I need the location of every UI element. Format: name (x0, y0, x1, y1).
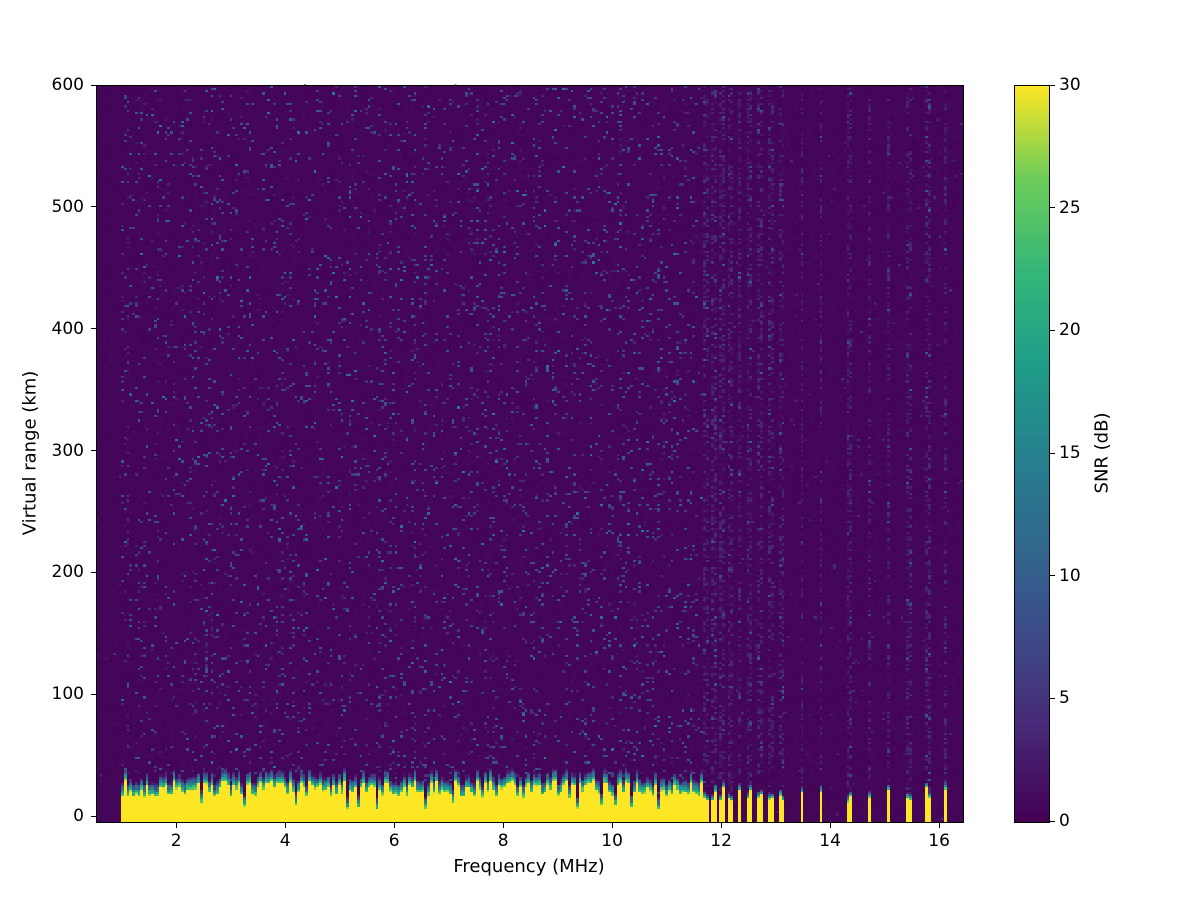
colorbar-tick-label: 30 (1059, 75, 1081, 95)
y-tick-mark (91, 84, 96, 86)
colorbar-tick-label: 5 (1059, 688, 1070, 709)
x-tick-mark (175, 823, 177, 828)
colorbar-tick-mark (1050, 697, 1055, 699)
y-tick-label: 200 (51, 562, 84, 583)
colorbar-tick-mark (1050, 575, 1055, 577)
colorbar-tick-label: 0 (1059, 811, 1070, 831)
x-tick-mark (829, 823, 831, 828)
colorbar-canvas (1015, 86, 1049, 822)
x-tick-label: 6 (388, 831, 400, 851)
y-tick-label: 500 (51, 196, 84, 217)
x-tick-mark (611, 823, 613, 828)
x-tick-label: 10 (601, 831, 623, 851)
colorbar-tick-label: 25 (1059, 197, 1081, 218)
colorbar-tick-mark (1050, 84, 1055, 86)
y-tick-label: 400 (51, 318, 84, 339)
x-axis-label: Frequency (MHz) (453, 856, 605, 877)
colorbar-tick-mark (1050, 329, 1055, 331)
y-tick-label: 300 (51, 440, 84, 461)
colorbar-tick-label: 20 (1059, 320, 1081, 341)
colorbar-tick-label: 15 (1059, 443, 1081, 463)
plot-area (96, 85, 964, 823)
x-tick-label: 8 (497, 831, 509, 851)
x-tick-mark (502, 823, 504, 828)
y-tick-label: 600 (51, 75, 84, 95)
colorbar-tick-mark (1050, 820, 1055, 822)
y-tick-mark (91, 693, 96, 695)
x-tick-label: 14 (819, 831, 841, 851)
y-tick-label: 0 (73, 806, 84, 827)
colorbar-tick-label: 10 (1059, 565, 1081, 586)
y-tick-mark (91, 571, 96, 573)
y-tick-mark (91, 815, 96, 817)
x-tick-mark (938, 823, 940, 828)
x-tick-label: 16 (928, 831, 950, 851)
x-tick-label: 2 (170, 831, 182, 851)
y-tick-mark (91, 450, 96, 452)
x-tick-label: 12 (710, 831, 732, 851)
y-tick-mark (91, 206, 96, 208)
x-tick-label: 4 (279, 831, 291, 851)
heatmap-canvas (97, 86, 963, 822)
colorbar (1014, 85, 1050, 823)
x-tick-mark (393, 823, 395, 828)
y-tick-mark (91, 328, 96, 330)
colorbar-tick-mark (1050, 452, 1055, 454)
x-tick-mark (284, 823, 286, 828)
colorbar-tick-mark (1050, 207, 1055, 209)
x-tick-mark (720, 823, 722, 828)
y-tick-label: 100 (51, 684, 84, 705)
colorbar-label: SNR (dB) (1091, 412, 1113, 494)
